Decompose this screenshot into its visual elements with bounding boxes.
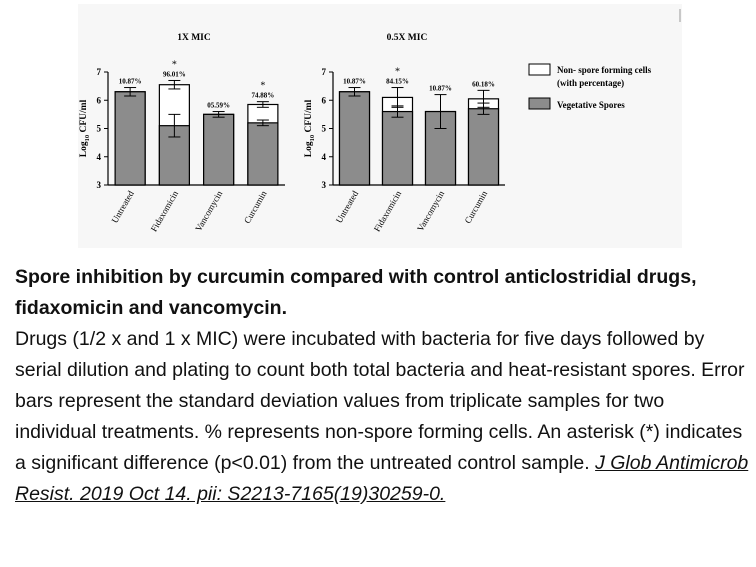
- significance-asterisk: *: [260, 81, 265, 92]
- legend-swatch-non-spore: [528, 63, 551, 76]
- y-tick-label: 4: [322, 152, 327, 162]
- bar-vegetative: [338, 91, 371, 186]
- bar-percentage-label: 74.88%: [252, 92, 275, 100]
- y-tick-label: 7: [97, 67, 102, 77]
- chart-title: 0.5X MIC: [387, 33, 428, 43]
- figure: 1X MIC 3 4 5 6 7 Log10 CFU/ml 10.87% Untreated 96…: [0, 0, 756, 262]
- bar-percentage-label: 05.59%: [207, 102, 230, 110]
- y-tick-label: 5: [97, 124, 102, 134]
- y-tick-label: 6: [97, 95, 102, 105]
- bar-percentage-label: 96.01%: [163, 70, 186, 78]
- legend-label-non-spore: Non- spore forming cells: [557, 65, 652, 75]
- bar-vegetative: [467, 108, 500, 186]
- bar-vegetative: [381, 110, 414, 186]
- bar-percentage-label: 10.87%: [429, 85, 452, 93]
- bar-vegetative: [247, 122, 279, 186]
- bar-percentage-label: 84.15%: [386, 78, 409, 86]
- caption: Spore inhibition by curcumin compared wi…: [15, 262, 750, 510]
- y-tick-label: 4: [97, 152, 102, 162]
- caption-reference-link[interactable]: J Glob Antimicrob Resist. 2019 Oct 14. p…: [15, 452, 749, 505]
- y-tick-label: 3: [97, 180, 102, 190]
- significance-asterisk: *: [172, 59, 177, 70]
- legend-swatch-vegetative: [528, 97, 551, 110]
- y-axis-label: Log10 CFU/ml: [304, 99, 316, 157]
- legend-label-non-spore-sub: (with percentage): [557, 78, 624, 88]
- chart-title: 1X MIC: [177, 33, 211, 43]
- legend-label-vegetative: Vegetative Spores: [557, 100, 625, 110]
- caption-body: Drugs (1/2 x and 1 x MIC) were incubated…: [15, 328, 745, 474]
- y-axis-label: Log10 CFU/ml: [79, 99, 91, 157]
- significance-asterisk: *: [395, 67, 400, 78]
- bar-vegetative: [114, 91, 146, 186]
- y-tick-label: 3: [322, 180, 327, 190]
- y-tick-label: 5: [322, 124, 327, 134]
- legend: Non- spore forming cells (with percentag…: [528, 63, 652, 110]
- bar-vegetative: [203, 113, 235, 186]
- y-tick-label: 7: [322, 67, 327, 77]
- bar-percentage-label: 10.87%: [343, 78, 366, 86]
- caption-title: Spore inhibition by curcumin compared wi…: [15, 266, 697, 319]
- bar-percentage-label: 10.87%: [119, 78, 142, 86]
- y-tick-label: 6: [322, 95, 327, 105]
- bar-percentage-label: 60.18%: [472, 80, 495, 88]
